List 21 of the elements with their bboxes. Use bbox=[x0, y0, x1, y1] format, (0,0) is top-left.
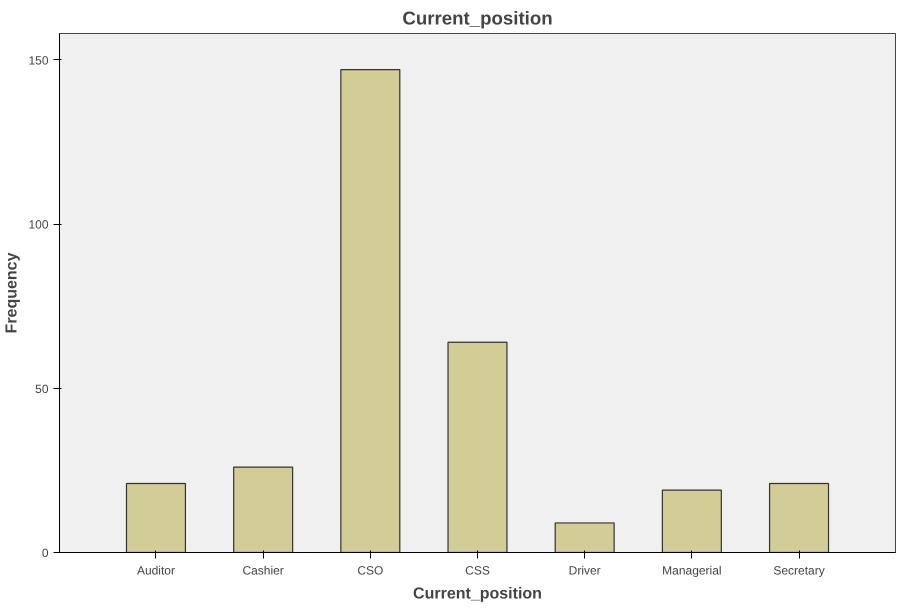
x-tick-label: Cashier bbox=[242, 564, 284, 578]
x-tick-label: Managerial bbox=[662, 564, 722, 578]
bar bbox=[662, 489, 722, 552]
x-tick-label: Driver bbox=[568, 564, 601, 578]
bar bbox=[768, 482, 830, 552]
x-tick-label: Secretary bbox=[773, 564, 825, 578]
chart-title: Current_position bbox=[402, 8, 553, 28]
bar bbox=[554, 522, 615, 552]
y-tick-label: 150 bbox=[28, 53, 49, 68]
y-tick-label: 50 bbox=[35, 382, 49, 396]
y-tick-label: 0 bbox=[42, 546, 49, 560]
bar bbox=[340, 69, 400, 552]
bar bbox=[447, 342, 508, 552]
bar bbox=[126, 482, 186, 552]
x-axis-title: Current_position bbox=[413, 586, 542, 602]
y-tick-label: 100 bbox=[28, 218, 49, 232]
x-tick-label: Auditor bbox=[136, 564, 175, 578]
y-axis-title: Frequency bbox=[3, 252, 20, 334]
x-tick-label: CSS bbox=[465, 564, 490, 578]
bar bbox=[233, 466, 294, 552]
x-tick-label: CSO bbox=[357, 564, 384, 578]
